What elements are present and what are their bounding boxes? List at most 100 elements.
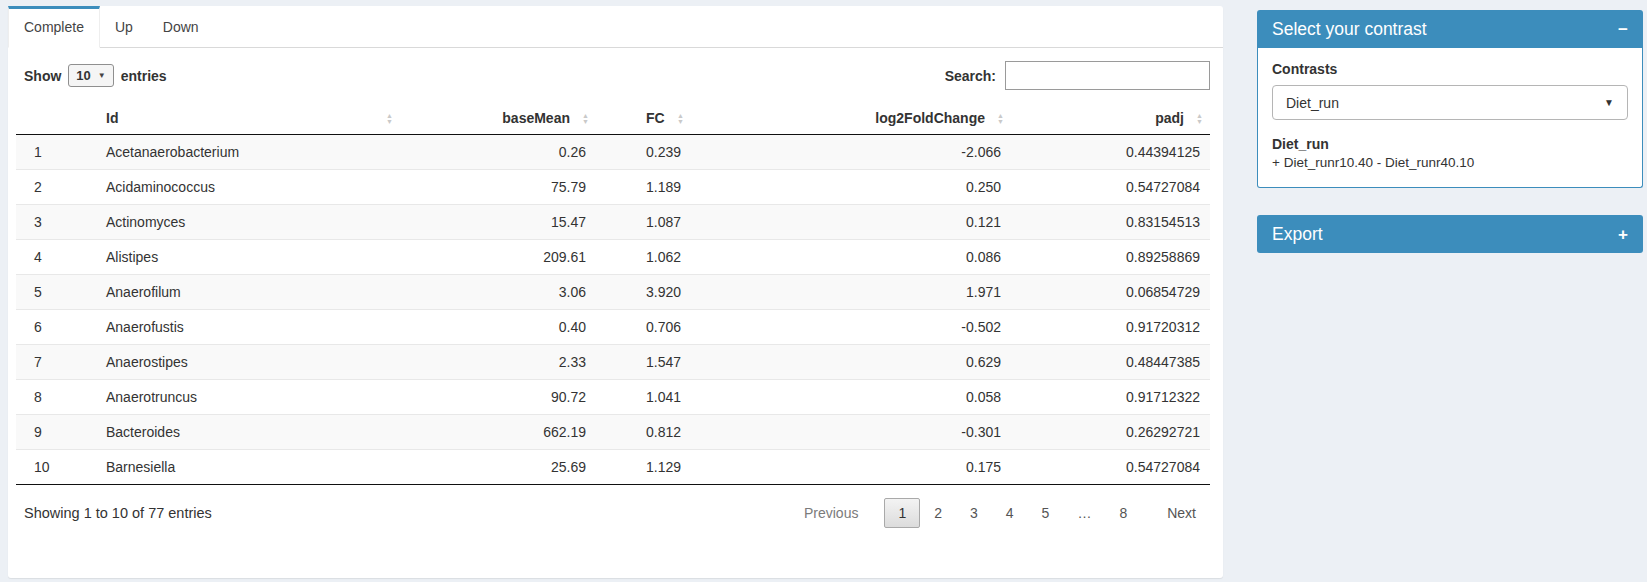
pagination-next[interactable]: Next — [1153, 498, 1210, 528]
cell-log2foldchange: 0.121 — [691, 205, 1011, 240]
cell-log2foldchange: -0.502 — [691, 310, 1011, 345]
cell-log2foldchange: -2.066 — [691, 135, 1011, 170]
pagination-page-1[interactable]: 1 — [884, 498, 920, 528]
entries-label: entries — [121, 68, 167, 84]
cell-id: Anaerotruncus — [96, 380, 400, 415]
export-panel-header[interactable]: Export + — [1257, 215, 1643, 253]
page-length-select[interactable]: 10 ▼ — [68, 64, 113, 87]
cell-padj: 0.83154513 — [1011, 205, 1210, 240]
cell-fc: 0.239 — [596, 135, 691, 170]
cell-row-number: 6 — [16, 310, 96, 345]
column-header-basemean[interactable]: baseMean ▲▼ — [400, 102, 596, 135]
cell-log2foldchange: 0.629 — [691, 345, 1011, 380]
pagination-page-3[interactable]: 3 — [956, 498, 992, 528]
cell-padj: 0.44394125 — [1011, 135, 1210, 170]
cell-id: Acetanaerobacterium — [96, 135, 400, 170]
cell-log2foldchange: 0.058 — [691, 380, 1011, 415]
cell-padj: 0.54727084 — [1011, 170, 1210, 205]
sort-icon: ▲▼ — [1196, 113, 1203, 124]
search-input[interactable] — [1005, 61, 1210, 90]
cell-padj: 0.26292721 — [1011, 415, 1210, 450]
cell-basemean: 3.06 — [400, 275, 596, 310]
page-length-value: 10 — [76, 68, 90, 83]
results-card: CompleteUpDown Show 10 ▼ entries Search:… — [8, 6, 1223, 578]
sort-icon: ▲▼ — [677, 113, 684, 124]
pagination-page-8[interactable]: 8 — [1105, 498, 1141, 528]
cell-id: Acidaminococcus — [96, 170, 400, 205]
export-panel: Export + — [1257, 215, 1643, 253]
column-header-row-number — [16, 102, 96, 135]
cell-log2foldchange: 0.250 — [691, 170, 1011, 205]
show-label: Show — [24, 68, 61, 84]
cell-id: Anaerofilum — [96, 275, 400, 310]
cell-row-number: 9 — [16, 415, 96, 450]
pagination-page-4[interactable]: 4 — [992, 498, 1028, 528]
table-row: 6Anaerofustis0.400.706-0.5020.91720312 — [16, 310, 1210, 345]
contrast-panel-header[interactable]: Select your contrast − — [1257, 10, 1643, 48]
cell-basemean: 0.40 — [400, 310, 596, 345]
cell-fc: 1.087 — [596, 205, 691, 240]
cell-basemean: 15.47 — [400, 205, 596, 240]
cell-log2foldchange: 1.971 — [691, 275, 1011, 310]
contrast-select[interactable]: Diet_run ▼ — [1272, 85, 1628, 120]
pagination-page-5[interactable]: 5 — [1028, 498, 1064, 528]
tab-up[interactable]: Up — [100, 6, 148, 47]
cell-id: Anaerostipes — [96, 345, 400, 380]
cell-id: Actinomyces — [96, 205, 400, 240]
table-row: 2Acidaminococcus75.791.1890.2500.5472708… — [16, 170, 1210, 205]
table-row: 8Anaerotruncus90.721.0410.0580.91712322 — [16, 380, 1210, 415]
column-header-padj[interactable]: padj ▲▼ — [1011, 102, 1210, 135]
cell-basemean: 209.61 — [400, 240, 596, 275]
table-header-row: Id▲▼baseMean▲▼FC▲▼log2FoldChange▲▼padj▲▼ — [16, 102, 1210, 135]
search-control: Search: — [945, 61, 1210, 90]
column-label: padj — [1155, 110, 1184, 126]
caret-down-icon: ▼ — [1604, 97, 1614, 108]
table-row: 10Barnesiella25.691.1290.1750.54727084 — [16, 450, 1210, 485]
search-label: Search: — [945, 68, 996, 84]
cell-fc: 1.062 — [596, 240, 691, 275]
cell-fc: 0.706 — [596, 310, 691, 345]
table-row: 9Bacteroides662.190.812-0.3010.26292721 — [16, 415, 1210, 450]
cell-fc: 0.812 — [596, 415, 691, 450]
cell-row-number: 5 — [16, 275, 96, 310]
cell-id: Alistipes — [96, 240, 400, 275]
cell-fc: 3.920 — [596, 275, 691, 310]
cell-fc: 1.189 — [596, 170, 691, 205]
column-header-log2foldchange[interactable]: log2FoldChange▲▼ — [691, 102, 1011, 135]
cell-basemean: 2.33 — [400, 345, 596, 380]
contrast-select-value: Diet_run — [1286, 95, 1339, 111]
cell-row-number: 8 — [16, 380, 96, 415]
expand-plus-icon[interactable]: + — [1618, 226, 1628, 243]
cell-padj: 0.06854729 — [1011, 275, 1210, 310]
cell-padj: 0.89258869 — [1011, 240, 1210, 275]
results-table: Id▲▼baseMean▲▼FC▲▼log2FoldChange▲▼padj▲▼… — [16, 102, 1210, 485]
pagination-page-2[interactable]: 2 — [920, 498, 956, 528]
column-header-fc[interactable]: FC▲▼ — [596, 102, 691, 135]
collapse-minus-icon[interactable]: − — [1618, 21, 1628, 38]
cell-padj: 0.91720312 — [1011, 310, 1210, 345]
pagination-previous[interactable]: Previous — [790, 498, 872, 528]
cell-row-number: 1 — [16, 135, 96, 170]
cell-id: Barnesiella — [96, 450, 400, 485]
tab-complete[interactable]: Complete — [8, 6, 100, 48]
cell-fc: 1.041 — [596, 380, 691, 415]
cell-log2foldchange: -0.301 — [691, 415, 1011, 450]
cell-padj: 0.91712322 — [1011, 380, 1210, 415]
contrast-panel: Select your contrast − Contrasts Diet_ru… — [1257, 10, 1643, 188]
table-info: Showing 1 to 10 of 77 entries — [24, 505, 212, 521]
cell-log2foldchange: 0.086 — [691, 240, 1011, 275]
column-header-id[interactable]: Id▲▼ — [96, 102, 400, 135]
table-footer: Showing 1 to 10 of 77 entries Previous 12… — [8, 485, 1223, 528]
sort-icon: ▲▼ — [997, 113, 1004, 124]
cell-id: Bacteroides — [96, 415, 400, 450]
cell-row-number: 4 — [16, 240, 96, 275]
side-panel: Select your contrast − Contrasts Diet_ru… — [1257, 6, 1643, 578]
table-body: 1Acetanaerobacterium0.260.239-2.0660.443… — [16, 135, 1210, 485]
table-controls: Show 10 ▼ entries Search: — [8, 48, 1223, 100]
sort-icon: ▲▼ — [582, 113, 589, 124]
cell-row-number: 3 — [16, 205, 96, 240]
column-label: baseMean — [502, 110, 570, 126]
tab-down[interactable]: Down — [148, 6, 214, 47]
cell-id: Anaerofustis — [96, 310, 400, 345]
cell-fc: 1.547 — [596, 345, 691, 380]
